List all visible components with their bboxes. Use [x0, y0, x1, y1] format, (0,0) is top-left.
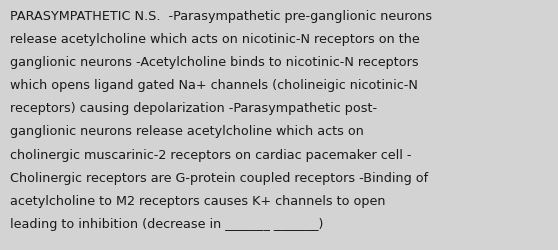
Text: cholinergic muscarinic-2 receptors on cardiac pacemaker cell -: cholinergic muscarinic-2 receptors on ca…: [10, 148, 412, 161]
Text: receptors) causing depolarization -Parasympathetic post-: receptors) causing depolarization -Paras…: [10, 102, 377, 115]
Text: acetylcholine to M2 receptors causes K+ channels to open: acetylcholine to M2 receptors causes K+ …: [10, 194, 386, 207]
Text: leading to inhibition (decrease in _______ _______): leading to inhibition (decrease in _____…: [10, 217, 324, 230]
Text: which opens ligand gated Na+ channels (cholineigic nicotinic-N: which opens ligand gated Na+ channels (c…: [10, 79, 418, 92]
Text: release acetylcholine which acts on nicotinic-N receptors on the: release acetylcholine which acts on nico…: [10, 33, 420, 46]
Text: ganglionic neurons release acetylcholine which acts on: ganglionic neurons release acetylcholine…: [10, 125, 364, 138]
Text: PARASYMPATHETIC N.S.  -Parasympathetic pre-ganglionic neurons: PARASYMPATHETIC N.S. -Parasympathetic pr…: [10, 10, 432, 23]
Text: ganglionic neurons -Acetylcholine binds to nicotinic-N receptors: ganglionic neurons -Acetylcholine binds …: [10, 56, 418, 69]
Text: Cholinergic receptors are G-protein coupled receptors -Binding of: Cholinergic receptors are G-protein coup…: [10, 171, 428, 184]
